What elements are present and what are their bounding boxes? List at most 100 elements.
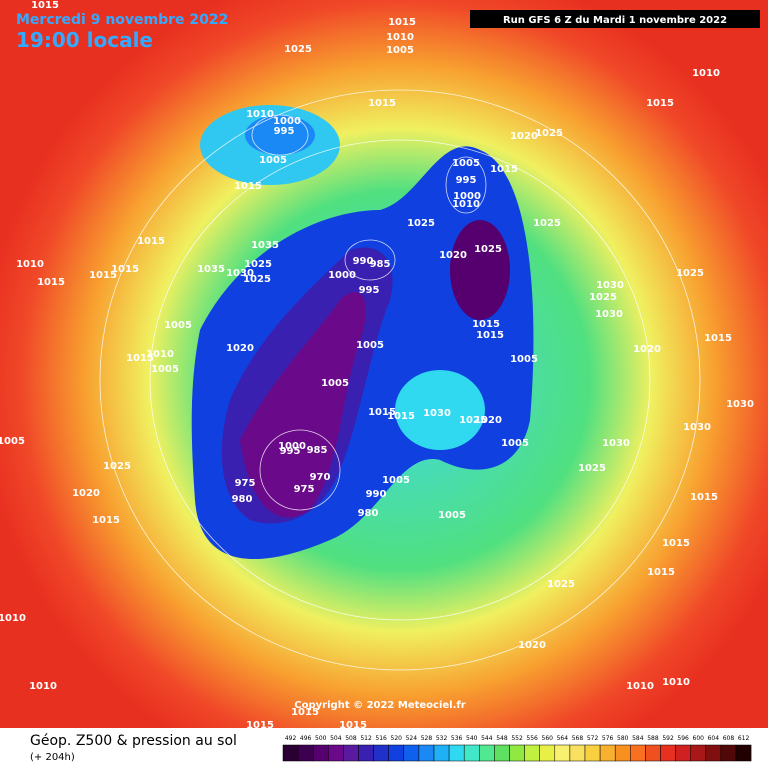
legend-label: 492 bbox=[285, 735, 297, 742]
pressure-label: 975 bbox=[294, 484, 315, 495]
legend-swatch bbox=[630, 744, 646, 762]
pressure-label: 1015 bbox=[37, 277, 65, 288]
legend-swatch bbox=[524, 744, 540, 762]
legend-label: 576 bbox=[602, 735, 614, 742]
pressure-label: 1030 bbox=[226, 268, 254, 279]
copyright: Copyright © 2022 Meteociel.fr bbox=[294, 700, 465, 711]
legend-swatch bbox=[599, 744, 616, 762]
footer-title: Géop. Z500 & pression au sol bbox=[30, 733, 237, 749]
field bbox=[395, 370, 485, 450]
pressure-label: 1025 bbox=[103, 461, 131, 472]
pressure-label: 1005 bbox=[259, 155, 287, 166]
legend-swatch bbox=[705, 744, 722, 762]
legend-swatch bbox=[614, 744, 631, 762]
pressure-label: 1005 bbox=[510, 354, 538, 365]
legend-label: 608 bbox=[723, 735, 735, 742]
legend-swatch bbox=[282, 744, 299, 762]
pressure-label: 1015 bbox=[126, 353, 154, 364]
legend-label: 508 bbox=[345, 735, 357, 742]
pressure-label: 1030 bbox=[602, 438, 630, 449]
pressure-label: 1020 bbox=[72, 488, 100, 499]
pressure-label: 1030 bbox=[683, 422, 711, 433]
pressure-label: 1015 bbox=[388, 17, 416, 28]
legend-label: 556 bbox=[526, 735, 538, 742]
legend-swatch bbox=[569, 744, 586, 762]
legend-label: 528 bbox=[421, 735, 433, 742]
pressure-label: 1015 bbox=[339, 720, 367, 731]
pressure-label: 1020 bbox=[633, 344, 661, 355]
pressure-label: 980 bbox=[232, 494, 253, 505]
legend-label: 592 bbox=[662, 735, 674, 742]
legend-label: 516 bbox=[375, 735, 387, 742]
pressure-label: 1000 bbox=[278, 441, 306, 452]
legend-swatch bbox=[403, 744, 420, 762]
pressure-label: 1030 bbox=[595, 309, 623, 320]
pressure-label: 1020 bbox=[439, 250, 467, 261]
legend-swatch bbox=[720, 744, 737, 762]
legend-label: 552 bbox=[511, 735, 523, 742]
pressure-label: 985 bbox=[370, 259, 391, 270]
legend-swatch bbox=[690, 744, 707, 762]
pressure-label: 1005 bbox=[321, 378, 349, 389]
legend-swatch bbox=[675, 744, 691, 762]
pressure-label: 1005 bbox=[382, 475, 410, 486]
pressure-label: 1025 bbox=[589, 292, 617, 303]
pressure-label: 1020 bbox=[510, 131, 538, 142]
pressure-label: 1000 bbox=[453, 191, 481, 202]
pressure-label: 1015 bbox=[137, 236, 165, 247]
pressure-label: 1015 bbox=[291, 707, 319, 718]
pressure-label: 1005 bbox=[452, 158, 480, 169]
pressure-label: 1005 bbox=[386, 45, 414, 56]
pressure-label: 1015 bbox=[89, 270, 117, 281]
legend-swatch bbox=[660, 744, 676, 762]
pressure-label: 1015 bbox=[31, 0, 59, 11]
pressure-label: 1010 bbox=[662, 677, 690, 688]
pressure-label: 990 bbox=[366, 489, 387, 500]
legend-swatch bbox=[509, 744, 525, 762]
pressure-label: 1030 bbox=[596, 280, 624, 291]
pressure-label: 1030 bbox=[726, 399, 754, 410]
legend-label: 504 bbox=[330, 735, 342, 742]
legend-swatch bbox=[448, 744, 465, 762]
legend-label: 596 bbox=[677, 735, 689, 742]
pressure-label: 1015 bbox=[368, 98, 396, 109]
pressure-label: 1015 bbox=[647, 567, 675, 578]
legend-swatch bbox=[418, 744, 435, 762]
pressure-label: 1015 bbox=[662, 538, 690, 549]
pressure-label: 1015 bbox=[246, 720, 274, 731]
legend-swatch bbox=[433, 744, 450, 762]
pressure-label: 1015 bbox=[704, 333, 732, 344]
legend-label: 540 bbox=[466, 735, 478, 742]
pressure-label: 1015 bbox=[92, 515, 120, 526]
legend-swatch bbox=[373, 744, 389, 762]
legend: 492 496 500 504 508 512 516 520 524 528 532 536 540 5… bbox=[282, 735, 752, 762]
legend-label: 500 bbox=[315, 735, 327, 742]
legend-swatch bbox=[584, 744, 601, 762]
pressure-label: 1025 bbox=[459, 415, 487, 426]
pressure-label: 995 bbox=[280, 446, 301, 457]
pressure-label: 1025 bbox=[407, 218, 435, 229]
legend-swatch bbox=[645, 744, 661, 762]
pressure-label: 995 bbox=[274, 126, 295, 137]
pressure-label: 1025 bbox=[244, 259, 272, 270]
legend-label: 520 bbox=[391, 735, 403, 742]
pressure-label: 995 bbox=[359, 285, 380, 296]
legend-label: 588 bbox=[647, 735, 659, 742]
legend-label: 612 bbox=[738, 735, 750, 742]
pressure-label: 1010 bbox=[692, 68, 720, 79]
pressure-label: 1030 bbox=[423, 408, 451, 419]
pressure-label: 1015 bbox=[111, 264, 139, 275]
pressure-label: 1025 bbox=[676, 268, 704, 279]
pressure-label: 1010 bbox=[146, 349, 174, 360]
pressure-label: 1005 bbox=[151, 364, 179, 375]
run-box bbox=[470, 10, 760, 28]
legend-label: 548 bbox=[496, 735, 508, 742]
pressure-label: 1010 bbox=[386, 32, 414, 43]
legend-swatch bbox=[494, 744, 510, 762]
pressure-label: 1025 bbox=[284, 44, 312, 55]
legend-label: 512 bbox=[360, 735, 372, 742]
field bbox=[245, 115, 315, 155]
pressure-label: 1025 bbox=[243, 274, 271, 285]
